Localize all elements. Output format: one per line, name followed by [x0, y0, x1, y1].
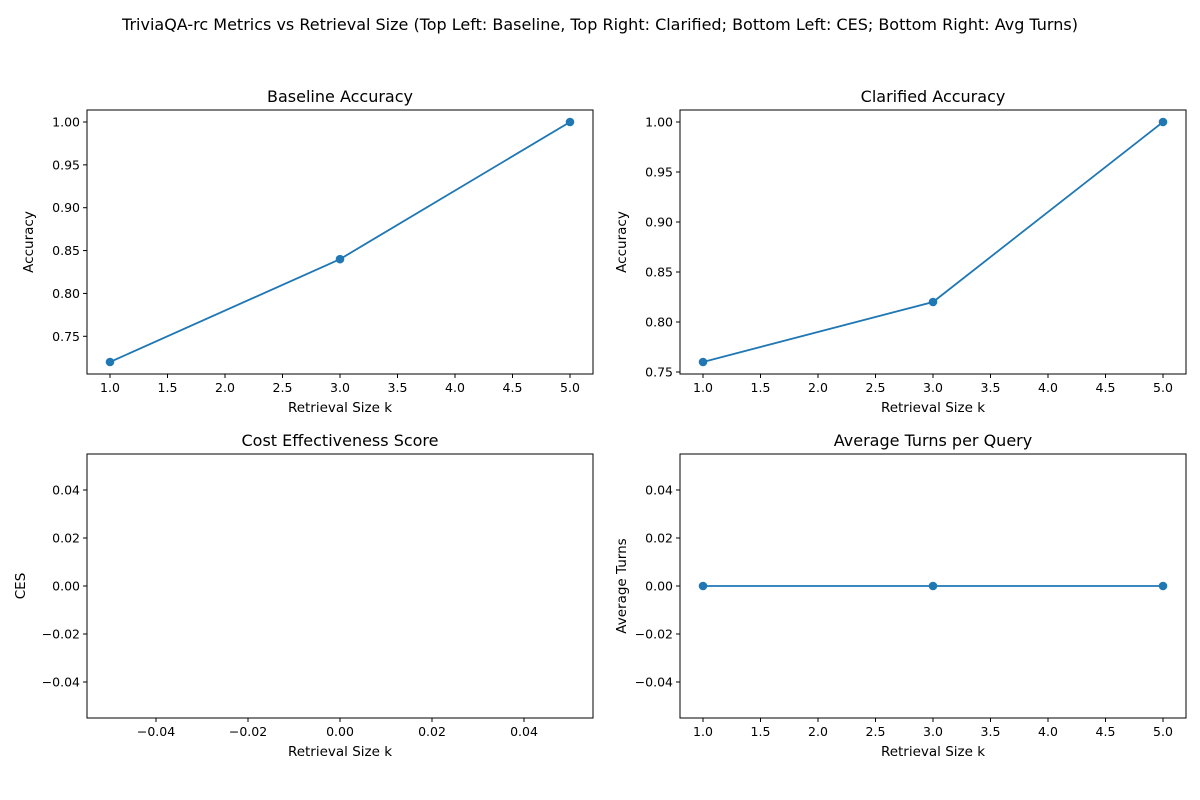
baseline-x-tick-label: 2.0	[215, 380, 235, 395]
clarified-series-line	[702, 121, 1164, 363]
clarified-x-tick-label: 3.0	[923, 380, 943, 395]
baseline-data-point	[565, 117, 575, 127]
ces-x-tick-label: −0.02	[229, 724, 267, 739]
ces-y-tick-label: 0.04	[52, 483, 80, 498]
subplot-ces: Cost Effectiveness Score −0.04 −0.02 0.00 0.…	[13, 431, 594, 760]
clarified-y-axis-label: Accuracy	[614, 211, 630, 273]
ces-x-tick-label: 0.04	[510, 724, 538, 739]
avg-turns-data-point	[928, 581, 938, 591]
avg-turns-y-tick-label: −0.04	[635, 675, 673, 690]
clarified-x-axis-label: Retrieval Size k	[881, 400, 985, 416]
avg-turns-x-tick-label: 1.0	[693, 724, 713, 739]
baseline-x-tick-label: 4.0	[445, 380, 465, 395]
avg-turns-x-tick-label: 4.5	[1096, 724, 1116, 739]
baseline-y-tick-label: 0.85	[52, 243, 80, 258]
ces-x-tick-label: −0.04	[137, 724, 175, 739]
baseline-x-tick-label: 3.5	[388, 380, 408, 395]
baseline-y-axis-label: Accuracy	[21, 211, 37, 273]
avg-turns-x-tick-label: 2.5	[866, 724, 886, 739]
clarified-x-tick-label: 5.0	[1153, 380, 1173, 395]
baseline-series-line	[109, 121, 571, 363]
clarified-y-tick-label: 0.80	[645, 315, 673, 330]
clarified-data-point	[928, 297, 938, 307]
baseline-y-tick-label: 0.95	[52, 157, 80, 172]
ces-x-tick-label: 0.02	[418, 724, 446, 739]
clarified-x-tick-label: 1.5	[751, 380, 771, 395]
clarified-x-tick-label: 1.0	[693, 380, 713, 395]
avg-turns-y-tick-label: 0.04	[645, 483, 673, 498]
baseline-title: Baseline Accuracy	[267, 87, 413, 106]
clarified-data-point	[1158, 117, 1168, 127]
ces-y-axis-label: CES	[13, 573, 29, 600]
clarified-y-tick-label: 0.75	[645, 365, 673, 380]
subplot-baseline: Baseline Accuracy 1.0 1.5 2.0 2.5 3.0 3.5 4.0 4.…	[21, 87, 594, 416]
avg-turns-x-tick-label: 3.5	[981, 724, 1001, 739]
ces-axes-frame	[86, 453, 594, 719]
ces-title: Cost Effectiveness Score	[241, 431, 438, 450]
baseline-x-tick-label: 3.0	[330, 380, 350, 395]
figure-suptitle: TriviaQA-rc Metrics vs Retrieval Size (T…	[121, 15, 1078, 34]
baseline-x-tick-label: 1.5	[158, 380, 178, 395]
baseline-y-tick-label: 1.00	[52, 115, 80, 130]
avg-turns-x-axis-label: Retrieval Size k	[881, 744, 985, 760]
clarified-axes-frame	[679, 109, 1187, 375]
baseline-x-tick-label: 5.0	[560, 380, 580, 395]
ces-y-tick-label: −0.02	[42, 627, 80, 642]
ces-y-tick-label: 0.02	[52, 531, 80, 546]
ces-y-tick-label: 0.00	[52, 579, 80, 594]
avg-turns-x-tick-label: 1.5	[751, 724, 771, 739]
baseline-y-tick-label: 0.90	[52, 200, 80, 215]
baseline-x-tick-label: 2.5	[273, 380, 293, 395]
baseline-y-tick-label: 0.75	[52, 329, 80, 344]
clarified-x-tick-label: 4.5	[1096, 380, 1116, 395]
avg-turns-title: Average Turns per Query	[834, 431, 1032, 450]
clarified-y-tick-label: 0.90	[645, 215, 673, 230]
clarified-y-tick-label: 1.00	[645, 115, 673, 130]
baseline-x-tick-label: 4.5	[503, 380, 523, 395]
baseline-data-point	[335, 254, 345, 264]
avg-turns-x-tick-label: 3.0	[923, 724, 943, 739]
subplot-avg-turns: Average Turns per Query 1.0 1.5 2.0 2.5 3.0 3.…	[614, 431, 1187, 760]
subplot-clarified: Clarified Accuracy 1.0 1.5 2.0 2.5 3.0 3.5 4.0 4…	[614, 87, 1187, 416]
clarified-x-tick-label: 3.5	[981, 380, 1001, 395]
clarified-x-tick-label: 2.5	[866, 380, 886, 395]
avg-turns-y-tick-label: 0.00	[645, 579, 673, 594]
avg-turns-axes-frame	[679, 453, 1187, 719]
avg-turns-x-tick-label: 4.0	[1038, 724, 1058, 739]
ces-x-axis-label: Retrieval Size k	[288, 744, 392, 760]
baseline-axes-frame	[86, 109, 594, 375]
baseline-y-tick-label: 0.80	[52, 286, 80, 301]
ces-x-tick-label: 0.00	[326, 724, 354, 739]
clarified-x-tick-label: 4.0	[1038, 380, 1058, 395]
clarified-title: Clarified Accuracy	[861, 87, 1006, 106]
clarified-y-tick-label: 0.95	[645, 165, 673, 180]
clarified-data-point	[698, 357, 708, 367]
clarified-x-tick-label: 2.0	[808, 380, 828, 395]
avg-turns-x-tick-label: 2.0	[808, 724, 828, 739]
baseline-x-axis-label: Retrieval Size k	[288, 400, 392, 416]
avg-turns-data-point	[698, 581, 708, 591]
ces-y-tick-label: −0.04	[42, 675, 80, 690]
avg-turns-x-tick-label: 5.0	[1153, 724, 1173, 739]
avg-turns-data-point	[1158, 581, 1168, 591]
baseline-x-tick-label: 1.0	[100, 380, 120, 395]
baseline-data-point	[105, 357, 115, 367]
clarified-y-tick-label: 0.85	[645, 265, 673, 280]
avg-turns-y-tick-label: 0.02	[645, 531, 673, 546]
avg-turns-y-tick-label: −0.02	[635, 627, 673, 642]
avg-turns-y-axis-label: Average Turns	[614, 538, 630, 633]
